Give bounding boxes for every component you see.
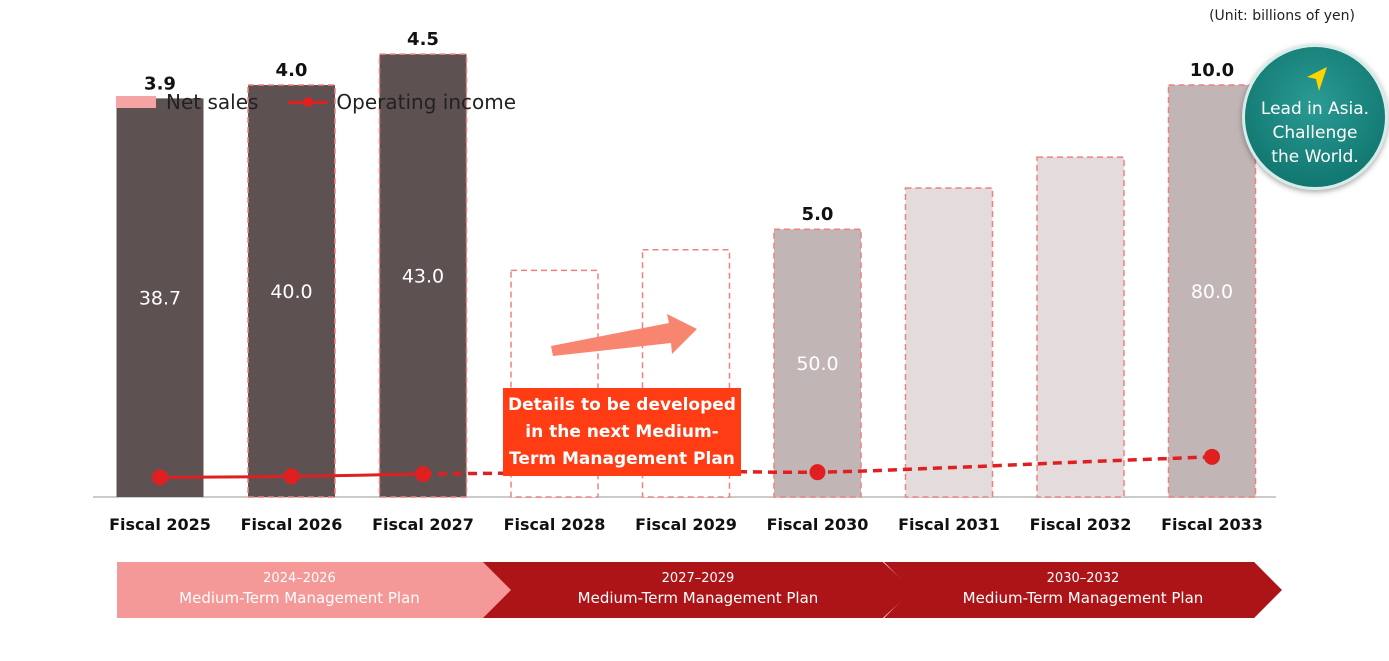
net-sales-value-label: 50.0 <box>796 353 838 375</box>
net-sales-bar <box>116 98 204 497</box>
x-tick-label: Fiscal 2029 <box>635 515 737 534</box>
x-tick-label: Fiscal 2028 <box>504 515 606 534</box>
x-tick-label: Fiscal 2032 <box>1030 515 1132 534</box>
net-sales-bar <box>1167 84 1257 498</box>
plan-years: 2024–2026 <box>263 571 336 586</box>
net-sales-value-label: 43.0 <box>402 266 444 288</box>
badge-line-1: Lead in Asia. <box>1260 99 1370 119</box>
operating-income-value-label: 5.0 <box>802 204 834 225</box>
legend: Net sales Operating income <box>116 90 516 114</box>
arrow-icon <box>1307 67 1327 91</box>
plan-years: 2030–2032 <box>1046 571 1120 586</box>
callout-text: Details to be developed in the next Medi… <box>508 394 736 469</box>
x-tick-label: Fiscal 2031 <box>898 515 1000 534</box>
operating-income-value-label: 10.0 <box>1190 60 1234 81</box>
legend-operating-income-label: Operating income <box>336 90 517 114</box>
plan-label: Medium-Term Management Plan <box>577 589 819 607</box>
plan-band-2027-2029: 2027–2029 Medium-Term Management Plan <box>483 562 913 618</box>
operating-income-point <box>809 464 826 481</box>
net-sales-value-label: 40.0 <box>270 281 312 303</box>
operating-income-point <box>1204 448 1220 465</box>
x-tick-label: Fiscal 2027 <box>372 515 474 534</box>
growth-arrow <box>551 314 697 356</box>
net-sales-value-label: 80.0 <box>1191 281 1233 303</box>
slogan-badge: Lead in Asia. Challenge the World. <box>1242 44 1388 190</box>
net-sales-bar <box>773 228 862 498</box>
plan-band-2030-2032: 2030–2032 Medium-Term Management Plan <box>884 562 1282 618</box>
unit-note: (Unit: billions of yen) <box>1209 8 1355 24</box>
operating-income-point <box>152 469 168 486</box>
plan-label: Medium-Term Management Plan <box>962 589 1204 607</box>
legend-net-sales-swatch <box>116 96 156 108</box>
legend-net-sales-label: Net sales <box>166 90 259 114</box>
callout-box: Details to be developed in the next Medi… <box>503 388 741 476</box>
operating-income-value-label: 3.9 <box>144 73 176 94</box>
plan-band-2024-2026: 2024–2026 Medium-Term Management Plan <box>117 562 512 618</box>
badge-line-2: Challenge <box>1272 123 1358 143</box>
net-sales-bar <box>1036 156 1125 498</box>
x-tick-label: Fiscal 2030 <box>767 515 869 534</box>
legend-operating-income-swatch <box>288 96 329 107</box>
net-sales-value-label: 38.7 <box>139 288 181 310</box>
net-sales-bar <box>378 53 468 498</box>
net-sales-bar <box>904 187 994 498</box>
x-tick-label: Fiscal 2025 <box>109 515 211 534</box>
plan-label: Medium-Term Management Plan <box>179 589 420 607</box>
operating-income-value-label: 4.5 <box>407 29 439 50</box>
operating-income-point <box>415 466 431 483</box>
plan-years: 2027–2029 <box>661 571 735 586</box>
operating-income-value-label: 4.0 <box>276 60 308 81</box>
x-tick-label: Fiscal 2026 <box>241 515 343 534</box>
x-tick-label: Fiscal 2033 <box>1161 515 1263 534</box>
badge-line-3: the World. <box>1271 147 1359 167</box>
net-sales-bar <box>247 84 336 498</box>
operating-income-point <box>283 468 300 485</box>
